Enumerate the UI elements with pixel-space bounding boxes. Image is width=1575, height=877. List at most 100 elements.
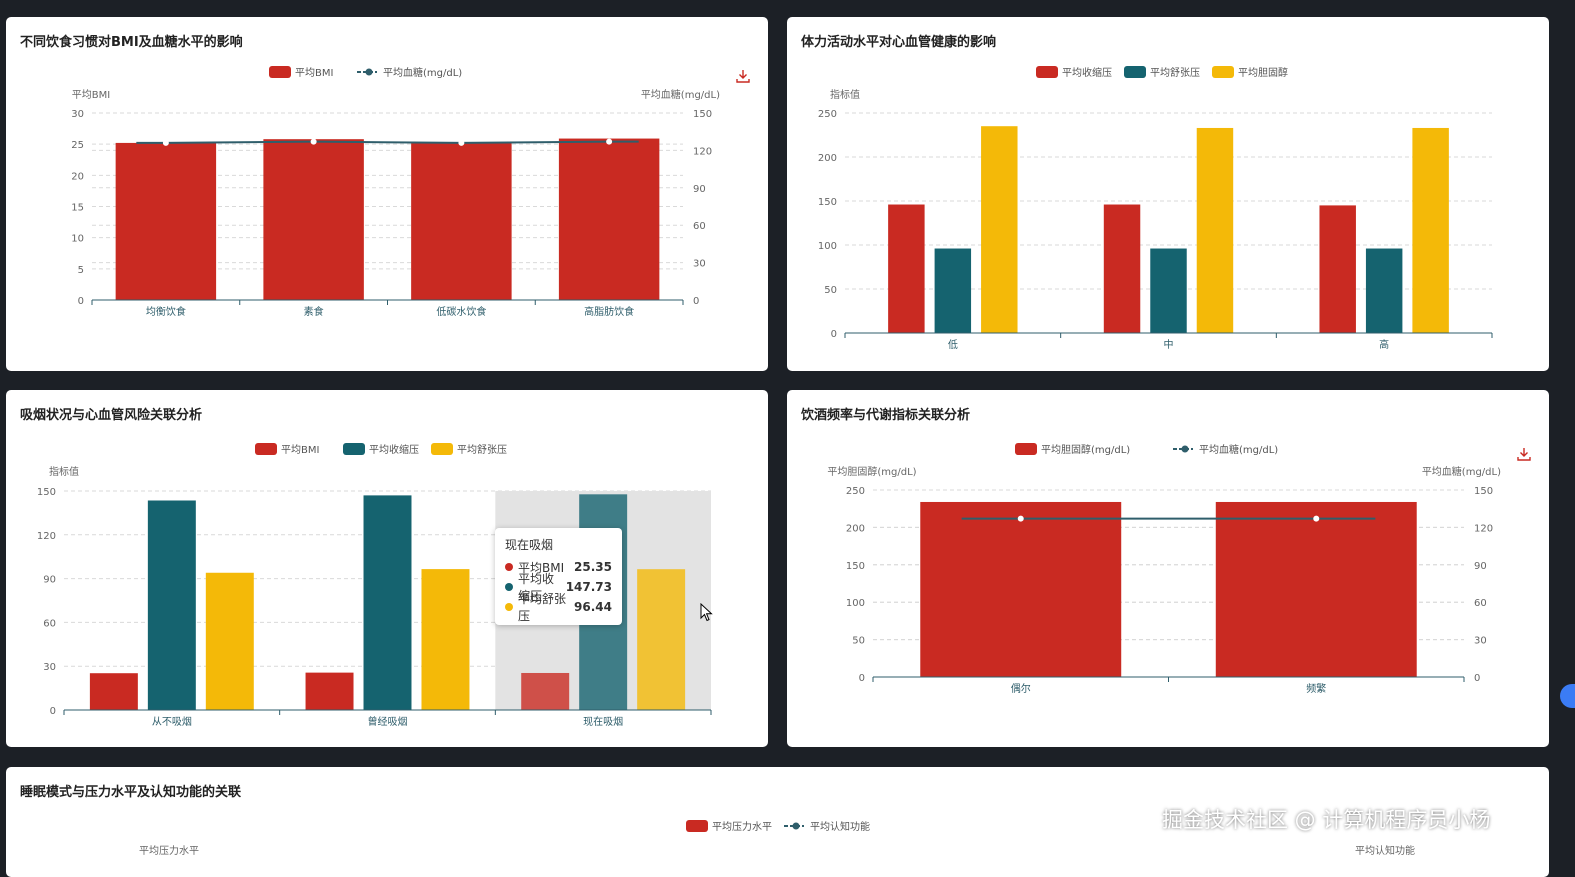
y-axis-right-label: 平均血糖(mg/dL) (641, 88, 720, 101)
legend-label: 平均胆固醇 (1238, 66, 1288, 79)
y-tick-label: 30 (71, 109, 84, 120)
legend-label: 平均胆固醇(mg/dL) (1041, 443, 1130, 456)
legend-dot-icon (505, 583, 513, 591)
y-tick-label: 0 (859, 673, 865, 684)
mouse-cursor-icon (700, 602, 714, 627)
y-tick-label: 20 (71, 171, 84, 182)
y-tick-label: 150 (693, 109, 712, 120)
bar-平均BMI (411, 142, 512, 300)
line-平均血糖(mg/dL) (136, 140, 639, 144)
watermark-text: 掘金技术社区 @ 计算机程序员小杨 (1162, 808, 1491, 832)
bar-平均胆固醇(mg/dL) (920, 501, 1122, 677)
legend-label: 平均收缩压 (369, 443, 419, 456)
tooltip-series-name: 平均舒张压 (518, 592, 567, 623)
diet-chart[interactable]: 平均BMI 平均血糖(mg/dL) 平均BMI 平均血糖(mg/dL) 0 5 10 15 20… (6, 17, 768, 371)
scroll-handle[interactable] (1560, 684, 1575, 708)
y-tick-label: 0 (1474, 673, 1480, 684)
chart-title: 饮酒频率与代谢指标关联分析 (801, 408, 971, 423)
y-tick-label: 90 (693, 184, 706, 195)
legend-label: 平均认知功能 (810, 820, 870, 833)
tooltip-row: 平均BMI 25.35 (505, 557, 612, 577)
y-tick-label: 120 (37, 531, 56, 542)
y-tick-label: 150 (818, 197, 837, 208)
y-tick-label: 30 (693, 259, 706, 270)
y-tick-label: 250 (818, 109, 837, 120)
y-axis-left-label: 平均BMI (72, 89, 110, 101)
y-tick-label: 0 (693, 296, 699, 307)
y-tick-label: 50 (824, 285, 837, 296)
y-tick-label: 60 (693, 221, 706, 232)
bar-平均胆固醇 (1412, 127, 1449, 334)
drinking-chart-card: 饮酒频率与代谢指标关联分析 平均胆固醇(mg/dL) 平均血糖(mg/dL) 平均胆… (787, 390, 1549, 747)
x-tick-label: 中 (1164, 338, 1174, 351)
y-tick-label: 120 (693, 146, 712, 157)
tooltip-series-value: 147.73 (565, 580, 612, 594)
bar-平均BMI (558, 138, 660, 300)
download-icon[interactable] (735, 68, 751, 84)
x-tick-label: 高 (1379, 338, 1389, 351)
y-tick-label: 30 (43, 662, 56, 673)
smoking-chart[interactable]: 平均BMI 平均收缩压 平均舒张压指标值0306090120150从不吸烟 曾经吸烟现… (6, 390, 768, 747)
legend-swatch-icon (1036, 66, 1058, 78)
line-point (458, 139, 465, 146)
bar-平均BMI (115, 142, 217, 300)
bar-平均舒张压 (934, 248, 972, 333)
x-tick-label: 素食 (304, 305, 324, 318)
sleep-chart[interactable]: 平均压力水平 平均认知功能 (6, 767, 1549, 877)
y-axis-right-label: 平均认知功能 (1355, 846, 1415, 857)
chart-title: 睡眠模式与压力水平及认知功能的关联 (20, 785, 242, 800)
tooltip-series-value: 96.44 (574, 600, 612, 614)
y-tick-label: 150 (37, 487, 56, 498)
y-axis-left-label: 平均压力水平 (139, 846, 199, 857)
legend-label: 平均压力水平 (712, 820, 772, 833)
legend-label: 平均舒张压 (457, 443, 507, 456)
legend-label: 平均血糖(mg/dL) (1199, 443, 1278, 456)
y-tick-label: 10 (71, 234, 84, 245)
bar-平均BMI (305, 672, 354, 710)
legend-label: 平均收缩压 (1062, 66, 1112, 79)
y-tick-label: 5 (78, 265, 84, 276)
x-tick-label: 从不吸烟 (152, 715, 192, 728)
legend-swatch-icon (431, 443, 453, 455)
y-tick-label: 15 (71, 203, 84, 214)
tooltip-title: 现在吸烟 (505, 538, 554, 552)
bar-平均胆固醇(mg/dL) (1215, 501, 1417, 677)
y-tick-label: 250 (846, 486, 865, 497)
line-point (162, 139, 169, 146)
drinking-chart[interactable]: 平均胆固醇(mg/dL) 平均血糖(mg/dL) 平均胆固醇(mg/dL) 平均血糖(… (787, 390, 1549, 747)
chart-title: 吸烟状况与心血管风险关联分析 (20, 408, 203, 423)
legend-swatch-icon (255, 443, 277, 455)
x-tick-label: 低碳水饮食 (436, 305, 486, 318)
bar-平均收缩压 (363, 495, 412, 710)
bar-平均舒张压 (205, 572, 254, 710)
line-point (606, 138, 613, 145)
x-tick-label: 偶尔 (1011, 682, 1031, 695)
y-tick-label: 90 (43, 575, 56, 586)
y-tick-label: 150 (1474, 486, 1493, 497)
tooltip-row: 平均舒张压 96.44 (505, 592, 612, 623)
y-tick-label: 0 (78, 296, 84, 307)
y-axis-left-label: 指标值 (49, 465, 79, 478)
bar-平均收缩压 (1319, 205, 1356, 333)
y-tick-label: 200 (846, 523, 865, 534)
x-tick-label: 低 (948, 338, 958, 351)
diet-chart-card: 不同饮食习惯对BMI及血糖水平的影响 平均BMI 平均血糖(mg/dL) 平均BMI… (6, 17, 768, 371)
y-tick-label: 60 (43, 618, 56, 629)
x-tick-label: 频繁 (1306, 682, 1326, 695)
legend-marker-icon (365, 68, 373, 76)
y-axis-left-label: 指标值 (830, 88, 860, 101)
download-icon[interactable] (1516, 446, 1532, 462)
y-tick-label: 25 (71, 140, 84, 151)
bar-平均舒张压 (1365, 248, 1403, 333)
sleep-chart-card: 睡眠模式与压力水平及认知功能的关联 平均压力水平 平均认知功能 平均压力水平 平均… (6, 767, 1549, 877)
legend-marker-icon (792, 822, 800, 830)
tooltip-series-name: 平均BMI (518, 560, 565, 575)
x-tick-label: 现在吸烟 (583, 715, 623, 728)
tooltip-series-name: 平均收缩压 (518, 572, 555, 603)
bar-平均BMI (263, 139, 364, 300)
y-tick-label: 50 (852, 636, 865, 647)
legend-label: 平均BMI (295, 67, 333, 79)
bar-平均收缩压 (1103, 204, 1141, 333)
y-tick-label: 150 (846, 561, 865, 572)
